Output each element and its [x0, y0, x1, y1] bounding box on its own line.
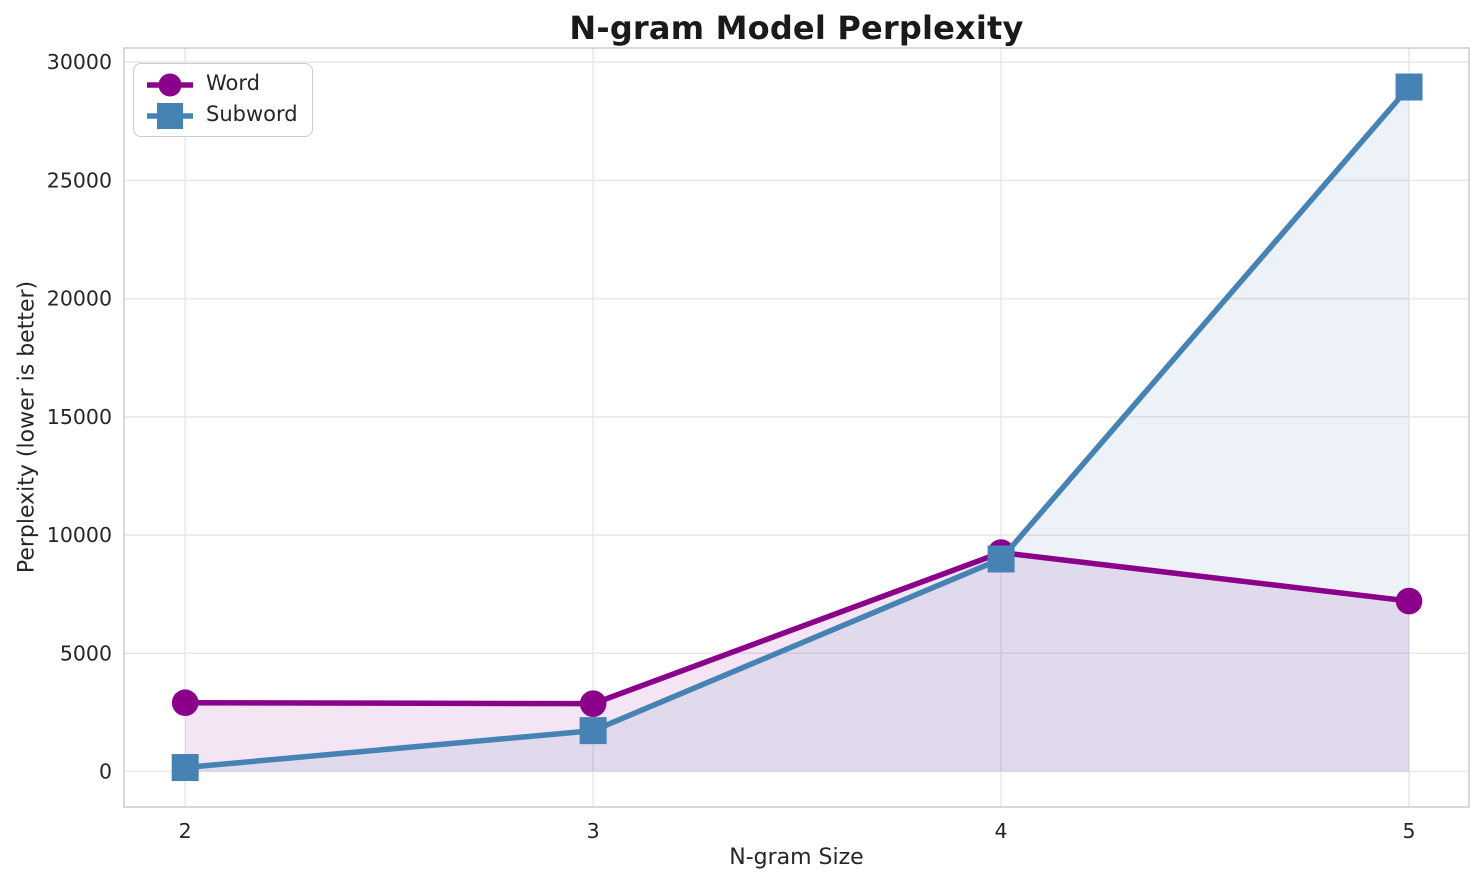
x-tick-label: 3 [587, 819, 600, 843]
word-data-point [579, 690, 607, 717]
y-tick-label: 15000 [47, 405, 112, 429]
legend-label-subword: Subword [206, 102, 298, 126]
subword-data-point [1395, 73, 1423, 101]
y-tick-label: 10000 [47, 523, 112, 547]
chart-title: N-gram Model Perplexity [569, 9, 1024, 47]
subword-data-point [579, 717, 607, 745]
subword-line [184, 85, 1412, 771]
word-data-point [1395, 587, 1423, 615]
x-tick-label: 2 [179, 819, 192, 843]
x-axis-label: N-gram Size [729, 845, 864, 870]
legend-item-subword: Subword [144, 100, 298, 131]
plot-border [123, 47, 1470, 808]
legend: Word Subword [133, 63, 313, 137]
y-tick-label: 30000 [47, 50, 112, 74]
word-area-fill [185, 552, 1410, 772]
word-circle-marker-icon [147, 73, 193, 96]
subword-data-point [987, 545, 1015, 573]
x-tick-label: 5 [1403, 819, 1416, 843]
legend-item-word: Word [144, 69, 298, 100]
subword-area-fill [185, 87, 1410, 772]
y-tick-label: 0 [99, 760, 112, 784]
y-tick-label: 20000 [47, 287, 112, 311]
subword-data-point [171, 754, 199, 782]
y-tick-label: 25000 [47, 168, 112, 192]
word-line [185, 549, 1410, 707]
y-axis-label: Perplexity (lower is better) [14, 280, 40, 574]
legend-label-word: Word [206, 71, 260, 95]
subword-square-marker-icon [147, 102, 193, 129]
word-data-point [171, 689, 199, 717]
y-tick-label: 5000 [60, 641, 112, 665]
x-tick-label: 4 [995, 819, 1008, 843]
